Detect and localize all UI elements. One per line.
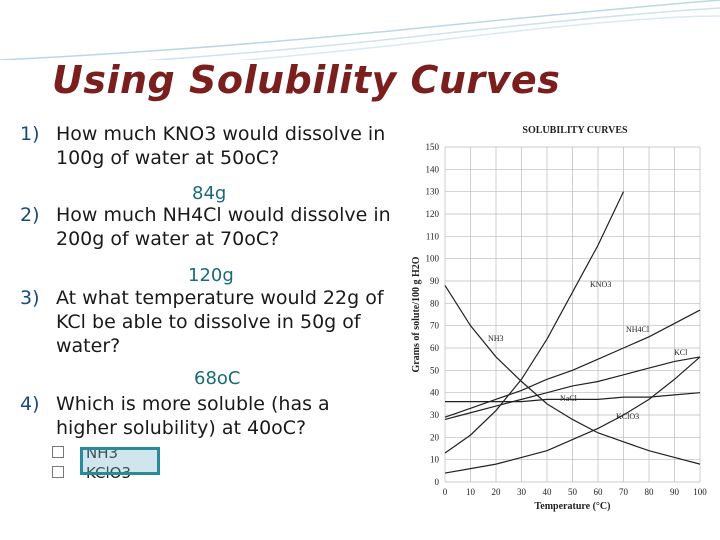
- x-tick-label: 0: [443, 487, 448, 497]
- checkbox[interactable]: [52, 446, 64, 458]
- question-line: water?: [56, 335, 121, 357]
- answer: 120g: [188, 265, 234, 286]
- y-tick-label: 150: [426, 142, 440, 152]
- question-line: How much NH4Cl would dissolve in: [56, 204, 391, 226]
- chart-background: [405, 116, 717, 518]
- question-line: higher solubility) at 40oC?: [56, 417, 307, 439]
- question-line: At what temperature would 22g of: [56, 287, 384, 309]
- curve: [444, 191, 625, 454]
- x-tick-label: 70: [619, 487, 629, 497]
- curve: [444, 356, 701, 474]
- x-tick-label: 40: [543, 487, 553, 497]
- y-tick-label: 0: [435, 477, 440, 487]
- x-tick-label: 60: [594, 487, 604, 497]
- curve: [444, 356, 701, 421]
- x-tick-label: 20: [492, 487, 502, 497]
- question-line: 100g of water at 50oC?: [56, 147, 280, 169]
- y-tick-label: 10: [430, 455, 440, 465]
- curve-label: NH4Cl: [626, 325, 650, 334]
- y-tick-label: 100: [426, 254, 440, 264]
- curve-label: KNO3: [590, 280, 611, 289]
- curve-label: NH3: [488, 334, 504, 343]
- checkbox[interactable]: [52, 466, 64, 478]
- y-tick-label: 40: [430, 388, 440, 398]
- answer: 84g: [192, 183, 227, 204]
- question: 1) How much KNO3 would dissolve in 100g of…: [20, 122, 385, 170]
- x-tick-label: 80: [645, 487, 655, 497]
- question-number: 3): [20, 287, 40, 309]
- question-line: How much KNO3 would dissolve in: [56, 123, 386, 145]
- answer-highlight: [80, 447, 160, 475]
- question: 3) At what temperature would 22g of KCl be…: [20, 286, 384, 358]
- y-tick-label: 50: [430, 365, 440, 375]
- answer: 68oC: [194, 368, 241, 389]
- chart-title: SOLUBILITY CURVES: [522, 125, 628, 136]
- curve-label: NaCl: [560, 394, 578, 403]
- y-tick-label: 120: [426, 209, 440, 219]
- y-tick-label: 20: [430, 432, 440, 442]
- curve-label: KClO3: [616, 412, 639, 421]
- x-tick-label: 90: [670, 487, 680, 497]
- x-axis-label: Temperature (°C): [535, 501, 611, 512]
- curve-label: KCl: [674, 348, 688, 357]
- y-tick-label: 60: [430, 343, 440, 353]
- y-tick-label: 130: [426, 187, 440, 197]
- question: 4) Which is more soluble (has a higher sol…: [20, 392, 330, 440]
- decoration: [0, 0, 720, 60]
- curve: [444, 285, 701, 465]
- curve: [445, 392, 701, 403]
- y-tick-label: 70: [430, 321, 440, 331]
- question-number: 1): [20, 123, 40, 145]
- y-tick-label: 90: [430, 276, 440, 286]
- y-tick-label: 30: [430, 410, 440, 420]
- x-tick-label: 100: [693, 487, 707, 497]
- question-line: 200g of water at 70oC?: [56, 228, 280, 250]
- curve: [444, 309, 701, 418]
- slide-title: Using Solubility Curves: [52, 58, 561, 102]
- x-tick-label: 50: [568, 487, 578, 497]
- question-line: Which is more soluble (has a: [56, 393, 330, 415]
- question: 2) How much NH4Cl would dissolve in 200g o…: [20, 203, 391, 251]
- y-axis-label: Grams of solute/100 g H2O: [411, 256, 422, 372]
- y-tick-label: 80: [430, 298, 440, 308]
- question-number: 4): [20, 393, 40, 415]
- y-tick-label: 110: [426, 231, 440, 241]
- question-number: 2): [20, 204, 40, 226]
- y-tick-label: 140: [426, 164, 440, 174]
- x-tick-label: 30: [517, 487, 527, 497]
- question-line: KCl be able to dissolve in 50g of: [56, 311, 361, 333]
- x-tick-label: 10: [466, 487, 476, 497]
